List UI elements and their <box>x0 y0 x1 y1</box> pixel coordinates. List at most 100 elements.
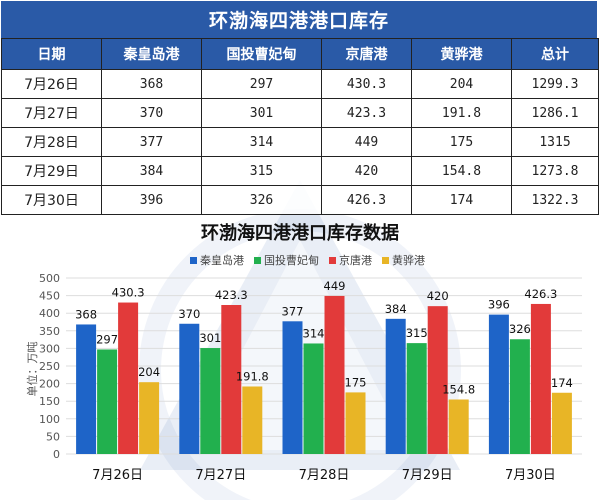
y-tick-label: 200 <box>39 378 60 391</box>
bar <box>139 382 160 454</box>
cell-value: 154.8 <box>411 156 512 186</box>
cell-value: 430.3 <box>321 69 412 99</box>
cell-value: 423.3 <box>321 98 412 128</box>
data-label: 154.8 <box>442 383 475 397</box>
x-category-label: 7月29日 <box>402 468 453 483</box>
cell-value: 426.3 <box>321 185 412 215</box>
data-label: 314 <box>303 326 325 340</box>
cell-value: 396 <box>101 185 202 215</box>
table-row: 7月27日 370 301 423.3 191.8 1286.1 <box>1 98 599 128</box>
table-row: 7月26日 368 297 430.3 204 1299.3 <box>1 69 599 99</box>
header-caofeidian: 国投曹妃甸 <box>201 38 322 70</box>
y-tick-label: 450 <box>39 290 60 303</box>
legend-swatch <box>254 257 261 264</box>
cell-value: 174 <box>411 185 512 215</box>
bar <box>530 303 551 454</box>
y-tick-label: 350 <box>39 325 60 338</box>
chart-title: 环渤海四港港口库存数据 <box>201 222 399 244</box>
header-date: 日期 <box>1 38 102 70</box>
chart-bars <box>76 295 572 454</box>
y-tick-label: 400 <box>39 307 60 320</box>
bar <box>242 386 263 454</box>
bar <box>448 399 469 454</box>
data-label: 430.3 <box>112 286 145 300</box>
bar <box>488 314 509 454</box>
table-row: 7月28日 377 314 449 175 1315 <box>1 127 599 157</box>
header-total: 总计 <box>511 38 599 70</box>
cell-date: 7月29日 <box>1 156 102 186</box>
bar <box>509 339 530 454</box>
legend-label: 黄骅港 <box>392 253 425 267</box>
bar <box>427 306 448 454</box>
y-tick-label: 0 <box>53 448 60 461</box>
cell-value: 377 <box>101 127 202 157</box>
cell-value: 420 <box>321 156 412 186</box>
bar <box>76 324 97 454</box>
legend-swatch <box>329 257 336 264</box>
bar <box>282 321 303 454</box>
bar <box>385 318 406 454</box>
bar <box>221 304 242 454</box>
header-jingtang: 京唐港 <box>321 38 412 70</box>
cell-value: 315 <box>201 156 322 186</box>
y-tick-label: 100 <box>39 413 60 426</box>
cell-total: 1322.3 <box>511 185 599 215</box>
table-row: 7月30日 396 326 426.3 174 1322.3 <box>1 185 599 215</box>
cell-total: 1273.8 <box>511 156 599 186</box>
chart-legend: 秦皇岛港 国投曹妃甸 京唐港 黄骅港 <box>190 253 425 267</box>
header-huanghua: 黄骅港 <box>411 38 512 70</box>
cell-value: 370 <box>101 98 202 128</box>
legend-label: 秦皇岛港 <box>200 253 244 267</box>
x-category-label: 7月27日 <box>195 468 246 483</box>
cell-value: 326 <box>201 185 322 215</box>
cell-value: 368 <box>101 69 202 99</box>
cell-value: 297 <box>201 69 322 99</box>
data-label: 396 <box>488 298 510 312</box>
data-label: 426.3 <box>524 287 557 301</box>
data-label: 326 <box>509 322 531 336</box>
data-label: 297 <box>96 332 118 346</box>
data-label: 191.8 <box>236 369 269 383</box>
bar <box>118 302 139 454</box>
bar <box>406 343 427 454</box>
data-label: 370 <box>178 307 200 321</box>
data-label: 377 <box>282 304 304 318</box>
y-tick-label: 300 <box>39 342 60 355</box>
cell-value: 449 <box>321 127 412 157</box>
cell-value: 384 <box>101 156 202 186</box>
bar <box>551 392 572 454</box>
y-tick-label: 500 <box>39 272 60 285</box>
x-category-label: 7月28日 <box>299 468 350 483</box>
cell-date: 7月28日 <box>1 127 102 157</box>
y-axis-label: 单位：万吨 <box>25 342 39 397</box>
y-tick-label: 250 <box>39 360 60 373</box>
cell-value: 314 <box>201 127 322 157</box>
cell-total: 1299.3 <box>511 69 599 99</box>
legend-label: 京唐港 <box>339 253 372 267</box>
data-label: 449 <box>324 279 346 293</box>
table-header-row: 日期 秦皇岛港 国投曹妃甸 京唐港 黄骅港 总计 <box>1 38 599 70</box>
cell-date: 7月26日 <box>1 69 102 99</box>
y-axis-ticks: 0 50 100 150 200 250 300 350 400 450 500 <box>39 272 60 461</box>
cell-total: 1315 <box>511 127 599 157</box>
bar <box>97 349 118 454</box>
bar <box>200 348 221 454</box>
y-tick-label: 150 <box>39 395 60 408</box>
data-label: 384 <box>385 302 407 316</box>
legend-swatch <box>382 257 389 264</box>
bar <box>324 295 345 454</box>
data-label: 420 <box>427 289 449 303</box>
cell-date: 7月27日 <box>1 98 102 128</box>
cell-value: 191.8 <box>411 98 512 128</box>
data-label: 315 <box>406 326 428 340</box>
data-label: 204 <box>138 365 160 379</box>
inventory-bar-chart: 环渤海四港港口库存数据 秦皇岛港 国投曹妃甸 京唐港 黄骅港 0 50 100 150 200… <box>25 222 582 483</box>
cell-value: 204 <box>411 69 512 99</box>
data-label: 301 <box>199 331 221 345</box>
bar <box>179 323 200 454</box>
data-label: 423.3 <box>215 288 248 302</box>
inventory-table: 日期 秦皇岛港 国投曹妃甸 京唐港 黄骅港 总计 7月26日 368 297 4… <box>1 38 599 215</box>
header-qinhuangdao: 秦皇岛港 <box>101 38 202 70</box>
table-title: 环渤海四港港口库存 <box>1 1 597 38</box>
